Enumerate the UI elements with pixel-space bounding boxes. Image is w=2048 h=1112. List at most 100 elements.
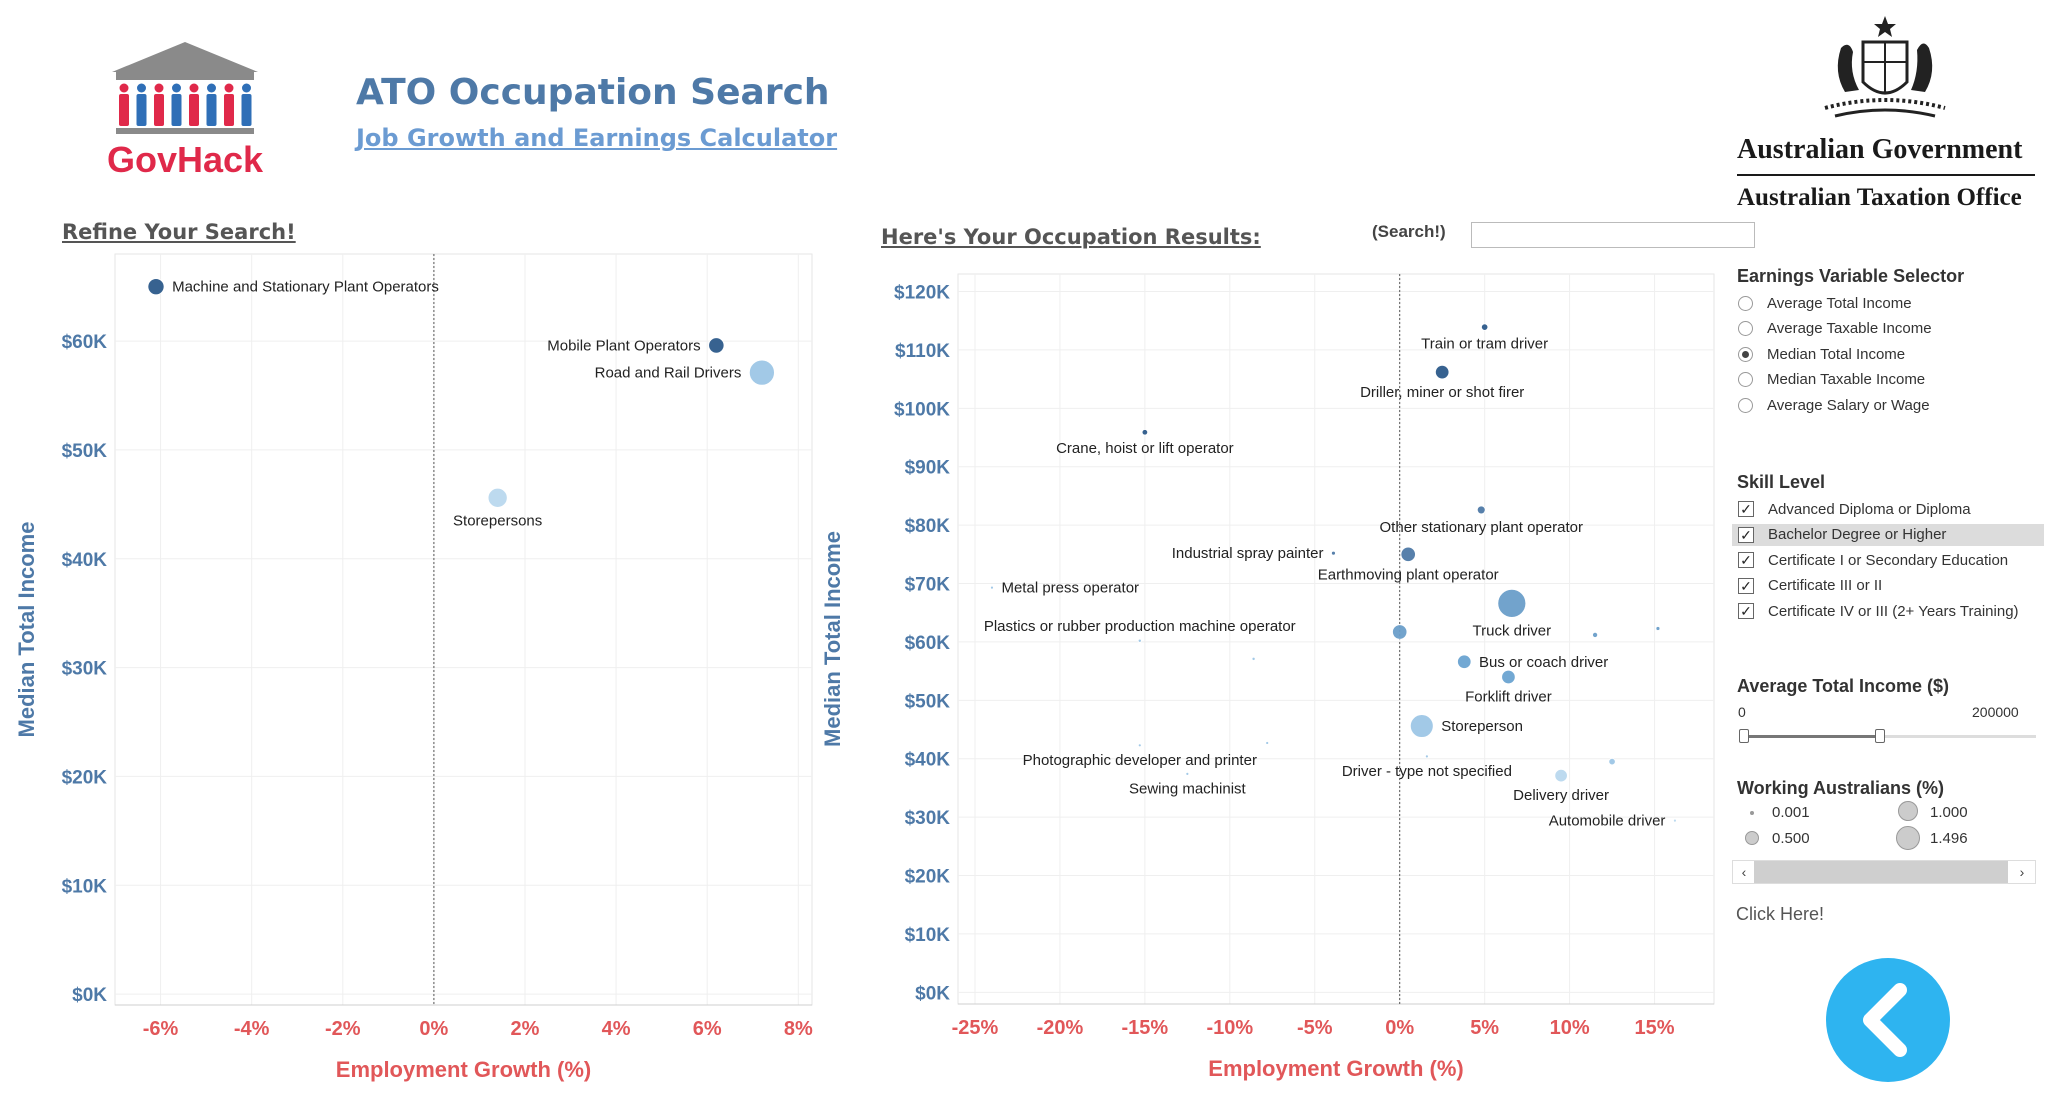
checkbox-check-icon[interactable]: ✓ — [1738, 552, 1754, 568]
data-point[interactable] — [1185, 772, 1190, 776]
data-point[interactable] — [1251, 656, 1256, 661]
data-point-label: Plastics or rubber production machine op… — [984, 618, 1296, 635]
data-point[interactable] — [708, 337, 725, 354]
radio-button-icon[interactable] — [1738, 397, 1753, 413]
data-point[interactable] — [147, 278, 165, 296]
x-tick-label: 0% — [419, 1018, 448, 1040]
data-point-label: Truck driver — [1473, 622, 1552, 639]
click-here-link[interactable]: Click Here! — [1736, 904, 1825, 924]
data-point[interactable] — [1476, 505, 1486, 515]
skill-level-checkbox[interactable]: ✓ Certificate IV or III (2+ Years Trainin… — [1738, 600, 2038, 622]
skill-level-checkbox[interactable]: ✓ Advanced Diploma or Diploma — [1738, 498, 2038, 520]
occupation-results-scatter-chart[interactable]: $0K $10K $20K $30K $40K $50K $60K $70K $80K $90K $… — [820, 262, 1745, 1112]
skill-level-checkbox[interactable]: ✓ Certificate III or II — [1738, 575, 2038, 597]
y-tick-label: $80K — [905, 516, 951, 537]
earnings-option-label: Average Total Income — [1767, 294, 1912, 312]
earnings-option-radio[interactable]: Average Taxable Income — [1738, 318, 2038, 340]
data-point[interactable] — [1554, 768, 1568, 783]
x-tick-label: 0% — [1385, 1017, 1414, 1039]
data-point[interactable] — [1673, 818, 1677, 823]
data-point-label: Earthmoving plant operator — [1318, 567, 1499, 584]
earnings-option-label: Median Taxable Income — [1767, 371, 1926, 388]
x-tick-label: 2% — [511, 1018, 540, 1040]
earnings-option-label: Median Total Income — [1767, 345, 1906, 363]
data-point[interactable] — [1481, 323, 1489, 331]
checkbox-check-icon[interactable]: ✓ — [1738, 603, 1754, 619]
x-tick-label: 10% — [1550, 1017, 1590, 1039]
legend-scrollbar-thumb[interactable] — [1754, 861, 2008, 883]
checkbox-check-icon[interactable]: ✓ — [1738, 577, 1754, 594]
data-point-label: Machine and Stationary Plant Operators — [172, 279, 439, 296]
data-point[interactable] — [1137, 743, 1142, 748]
size-legend-marker-xlarge — [1896, 826, 1920, 850]
x-tick-label: -6% — [143, 1018, 179, 1040]
x-tick-label: -15% — [1122, 1017, 1169, 1039]
earnings-option-radio[interactable]: Median Total Income — [1738, 343, 2038, 365]
y-axis-title: Median Total Income — [820, 531, 845, 747]
logo-person-icon — [154, 94, 164, 126]
data-point-label: Industrial spray painter — [1172, 545, 1324, 562]
income-filter-max-label: 200000 — [1972, 704, 2019, 720]
skill-level-label: Certificate III or II — [1768, 577, 1883, 594]
y-tick-label: $120K — [894, 283, 950, 304]
income-slider-min-handle[interactable] — [1739, 729, 1749, 743]
data-point-label: Mobile Plant Operators — [547, 337, 700, 354]
x-tick-label: -4% — [234, 1018, 270, 1040]
data-point[interactable] — [1409, 714, 1434, 738]
earnings-option-label: Average Salary or Wage — [1767, 396, 1930, 414]
logo-person-icon — [224, 94, 234, 126]
data-point[interactable] — [1457, 654, 1472, 669]
data-point[interactable] — [1265, 741, 1270, 745]
earnings-option-radio[interactable]: Average Salary or Wage — [1738, 394, 2038, 416]
data-point[interactable] — [1137, 638, 1142, 643]
earnings-option-radio[interactable]: Average Total Income — [1738, 292, 2038, 314]
chevron-left-icon — [1863, 983, 1907, 1057]
data-point-label: Driver - type not specified — [1342, 763, 1512, 780]
app-subtitle-link[interactable]: Job Growth and Earnings Calculator — [356, 124, 838, 152]
occupation-search-input[interactable] — [1471, 222, 1755, 248]
scroll-right-icon[interactable]: › — [2019, 864, 2025, 880]
y-tick-label: $30K — [905, 808, 951, 829]
skill-level-checkbox[interactable]: ✓ Bachelor Degree or Higher — [1732, 523, 2044, 546]
data-point[interactable] — [1592, 631, 1599, 638]
income-slider-max-handle[interactable] — [1874, 729, 1885, 743]
data-point[interactable] — [1608, 758, 1616, 766]
back-button[interactable] — [1826, 958, 1950, 1082]
income-slider-track[interactable] — [1744, 735, 2036, 738]
skill-level-checkbox[interactable]: ✓ Certificate I or Secondary Education — [1738, 549, 2038, 571]
y-tick-label: $60K — [62, 332, 108, 353]
radio-button-icon[interactable] — [1738, 346, 1753, 362]
income-filter-min-label: 0 — [1738, 704, 1746, 720]
data-point[interactable] — [1655, 626, 1661, 631]
data-point[interactable] — [1435, 364, 1450, 380]
x-tick-label: -2% — [325, 1018, 361, 1040]
occupation-group-scatter-chart[interactable]: $0K $10K $20K $30K $40K $50K $60K -6% -4% -2% 0% 2%… — [0, 248, 830, 1098]
data-point[interactable] — [487, 487, 508, 508]
data-point[interactable] — [1424, 754, 1429, 759]
logo-person-icon — [224, 83, 234, 93]
checkbox-check-icon[interactable]: ✓ — [1738, 501, 1754, 517]
data-point[interactable] — [990, 585, 994, 590]
data-point[interactable] — [1392, 624, 1408, 640]
y-axis-title: Median Total Income — [14, 522, 39, 738]
data-point[interactable] — [1497, 588, 1527, 618]
radio-button-icon[interactable] — [1738, 295, 1753, 311]
data-point[interactable] — [1501, 669, 1516, 685]
radio-button-icon[interactable] — [1738, 372, 1753, 387]
scroll-left-icon[interactable]: ‹ — [1741, 864, 1747, 880]
data-point-label: Train or tram driver — [1421, 335, 1548, 352]
y-tick-label: $60K — [905, 633, 951, 654]
data-point[interactable] — [1331, 550, 1336, 556]
data-point[interactable] — [748, 359, 775, 386]
checkbox-check-icon[interactable]: ✓ — [1738, 526, 1754, 543]
logo-person-icon — [241, 94, 252, 126]
earnings-option-radio[interactable]: Median Taxable Income — [1738, 369, 2038, 391]
government-divider — [1737, 174, 2035, 176]
data-point[interactable] — [1141, 429, 1149, 436]
data-point[interactable] — [1400, 546, 1416, 562]
logo-person-icon — [137, 83, 146, 93]
logo-person-icon — [207, 83, 216, 93]
data-point-label: Sewing machinist — [1129, 780, 1247, 797]
logo-person-icon — [154, 83, 164, 93]
radio-button-icon[interactable] — [1738, 321, 1753, 336]
